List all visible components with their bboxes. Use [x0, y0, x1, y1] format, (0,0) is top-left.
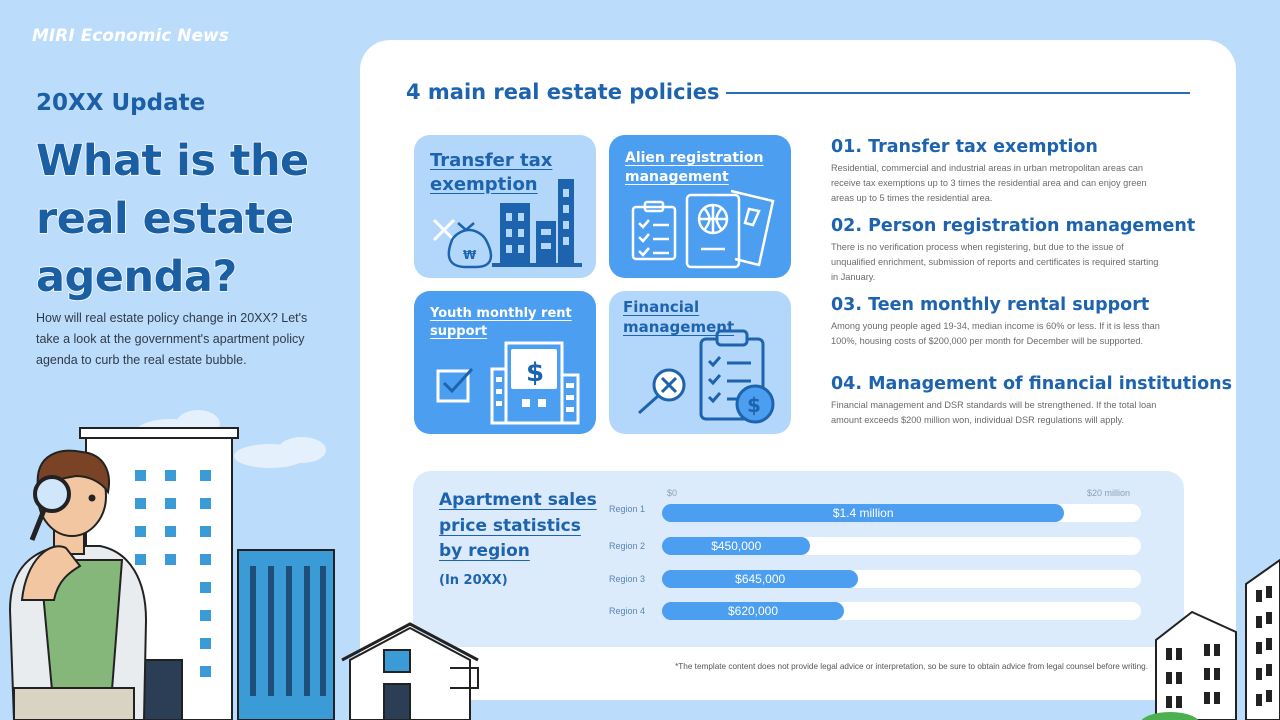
- tile-label: Alien registration management: [625, 150, 764, 185]
- policy-item: 04. Management of financial institutions…: [831, 374, 1233, 428]
- tile-label: Financial management: [623, 298, 735, 336]
- bar-track: $1.4 million: [662, 504, 1141, 522]
- axis-max-label: $20 million: [1087, 488, 1131, 498]
- policy-item: 02. Person registration management There…: [831, 216, 1201, 285]
- policy-title: 04. Management of financial institutions: [831, 374, 1233, 394]
- stats-title[interactable]: Apartment sales price statistics by regi…: [439, 490, 597, 561]
- tile-label: Transfer tax exemption: [430, 150, 553, 195]
- intro-text: How will real estate policy change in 20…: [36, 311, 308, 367]
- region-label: Region 1: [608, 504, 646, 514]
- bar-region-4: $620,000: [662, 602, 845, 620]
- bar-region-3: $645,000: [662, 570, 859, 588]
- page-title: What is the real estate agenda?: [35, 135, 310, 303]
- bar-region-2: $450,000: [662, 537, 811, 555]
- cloud-icon: [136, 410, 326, 468]
- region-label: Region 2: [608, 541, 646, 551]
- clipboard-magnifier-icon: $: [637, 329, 775, 424]
- policy-body: There is no verification process when re…: [831, 242, 1159, 282]
- building-icon: [237, 549, 335, 720]
- policy-title: 01. Transfer tax exemption: [831, 137, 1098, 157]
- svg-text:$: $: [526, 358, 544, 388]
- tile-transfer-tax[interactable]: ₩ Transfer tax exemption: [414, 135, 596, 278]
- policy-item: 03. Teen monthly rental support Among yo…: [831, 295, 1201, 349]
- policy-item: 01. Transfer tax exemption Residential, …: [831, 137, 1201, 206]
- tile-alien-registration[interactable]: Alien registration management: [609, 135, 791, 278]
- region-label: Region 4: [608, 606, 646, 616]
- person-with-magnifier-illustration: [8, 449, 148, 720]
- policy-body: Among young people aged 19-34, median in…: [831, 321, 1160, 346]
- tile-label: Youth monthly rent support: [430, 306, 572, 339]
- money-bag-buildings-icon: ₩: [432, 179, 582, 269]
- update-label: 20XX Update: [36, 90, 206, 116]
- policy-body: Residential, commercial and industrial a…: [831, 163, 1147, 203]
- footnote: *The template content does not provide l…: [675, 662, 1148, 671]
- passport-checklist-icon: [631, 189, 775, 269]
- region-label: Region 3: [608, 574, 646, 584]
- tile-financial-management[interactable]: $ Financial management: [609, 291, 791, 434]
- policy-title: 02. Person registration management: [831, 216, 1196, 236]
- policy-body: Financial management and DSR standards w…: [831, 400, 1157, 425]
- brand-logo-text: MIRI Economic News: [32, 26, 229, 46]
- building-icon: [79, 427, 239, 720]
- axis-min-label: $0: [667, 488, 678, 498]
- svg-text:₩: ₩: [463, 248, 477, 262]
- svg-text:$: $: [747, 393, 761, 417]
- section-title: 4 main real estate policies: [406, 80, 720, 104]
- policy-title: 03. Teen monthly rental support: [831, 295, 1150, 315]
- title-divider: [726, 92, 1190, 94]
- bar-region-1: $1.4 million: [662, 504, 1065, 522]
- tile-youth-rent[interactable]: $ Youth monthly rent support: [414, 291, 596, 434]
- bar-track: $620,000: [662, 602, 1141, 620]
- bar-track: $645,000: [662, 570, 1141, 588]
- stats-year: (In 20XX): [439, 573, 508, 588]
- dollar-building-icon: $: [436, 341, 580, 425]
- bar-track: $450,000: [662, 537, 1141, 555]
